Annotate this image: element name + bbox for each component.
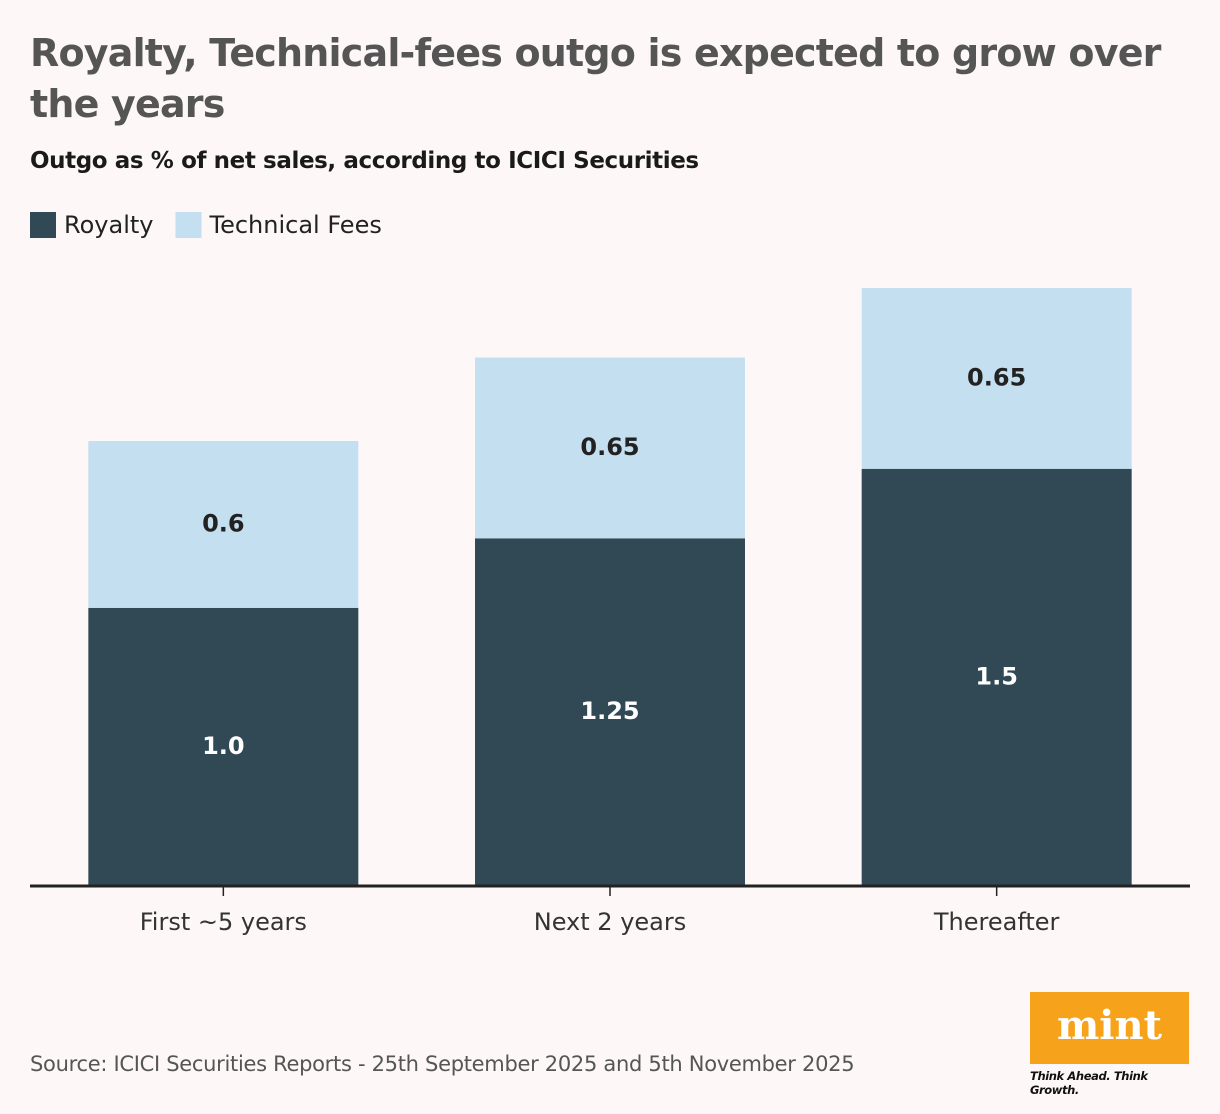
bar-segment (88, 607, 359, 886)
chart-title: Royalty, Technical-fees outgo is expecte… (30, 31, 1161, 126)
legend-label: Technical Fees (208, 211, 381, 239)
legend-swatch (30, 212, 56, 238)
x-tick-label: Thereafter (933, 908, 1060, 936)
bar-segment (475, 357, 745, 539)
chart-subtitle: Outgo as % of net sales, according to IC… (30, 148, 699, 174)
bar-segment (88, 440, 359, 608)
bar-segment (475, 538, 745, 886)
source: Source: ICICI Securities Reports - 25th … (30, 1052, 855, 1076)
bar-segment (861, 468, 1132, 886)
value-label: 1.0 (202, 732, 245, 760)
tagline: Think Ahead. Think Growth. (1030, 1069, 1148, 1097)
value-label: 0.65 (580, 433, 639, 461)
value-label: 1.25 (580, 697, 639, 725)
bar-segment (861, 288, 1132, 469)
chart: Royalty Technical Fees 1.0 0.6 First ~5 year… (30, 211, 1190, 936)
logo: mint (1030, 992, 1189, 1064)
legend-swatch (175, 212, 202, 238)
legend-label: Royalty (64, 211, 153, 239)
value-label: 0.6 (202, 509, 245, 537)
value-label: 1.5 (975, 662, 1018, 690)
x-tick-label: Next 2 years (534, 908, 686, 936)
value-label: 0.65 (967, 363, 1026, 391)
x-tick-label: First ~5 years (140, 908, 307, 936)
